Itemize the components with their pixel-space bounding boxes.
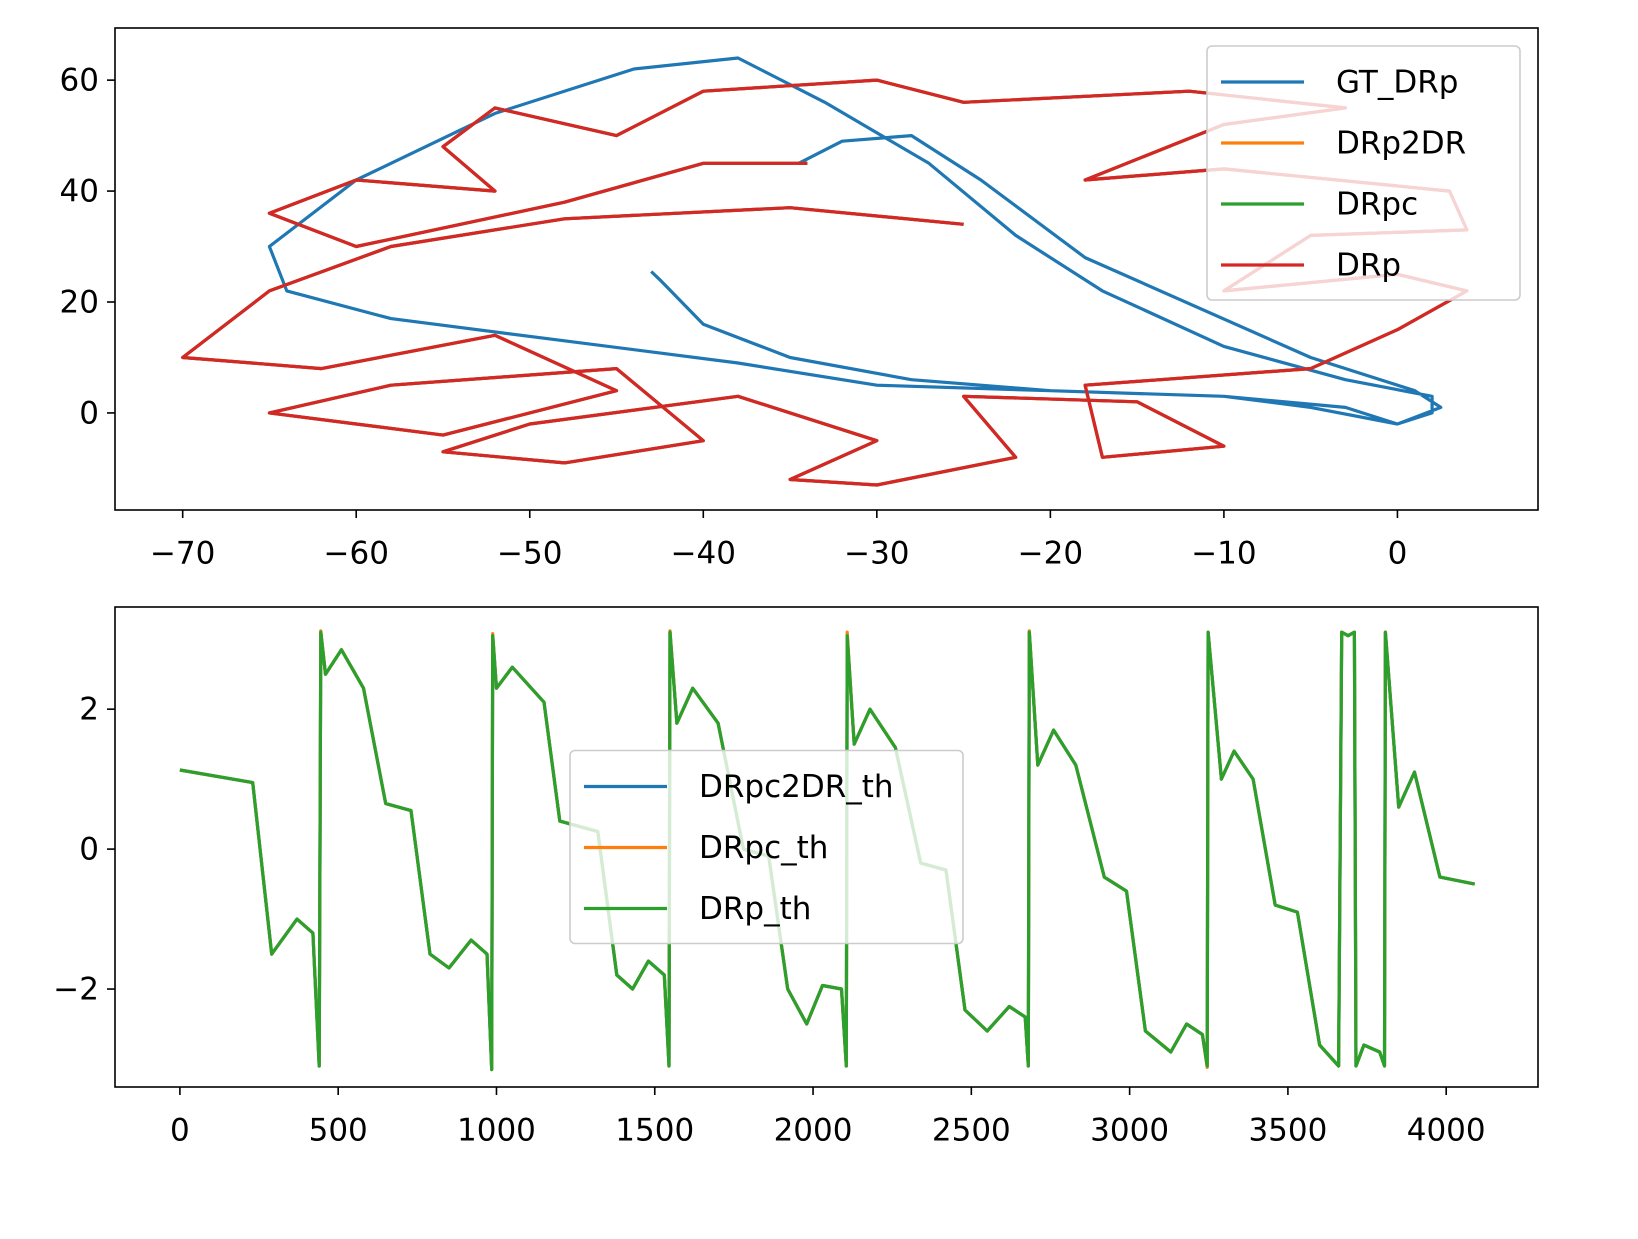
legend-label: DRpc (1336, 187, 1418, 223)
subplot: 0 500 1000 1500 2000 2500 3000 3500 4000 −2 0 2 DRpc… (53, 606, 1539, 1149)
x-tick-label: −20 (1018, 536, 1083, 572)
x-tick-label: −40 (671, 536, 736, 572)
subplot: −70 −60 −50 −40 −30 −20 −10 0 0 20 40 60 GT_DRp DRp2D… (60, 27, 1539, 572)
x-tick-label: 2000 (774, 1113, 853, 1149)
y-tick-label: 20 (60, 285, 99, 321)
x-tick-label: 0 (170, 1113, 190, 1149)
legend: GT_DRp DRp2DR DRpc DRp (1206, 45, 1521, 301)
x-tick-label: 3000 (1090, 1113, 1169, 1149)
x-tick-label: 500 (309, 1113, 368, 1149)
y-tick-label: 40 (60, 174, 99, 210)
legend-label: DRp_th (699, 891, 811, 927)
series-line (181, 78, 1469, 487)
y-tick-label: 60 (60, 63, 99, 99)
x-tick-label: 1000 (457, 1113, 536, 1149)
y-tick-label: −2 (53, 972, 99, 1008)
legend-box (1206, 45, 1521, 301)
x-tick-label: −70 (150, 536, 215, 572)
x-tick-label: 4000 (1407, 1113, 1486, 1149)
legend-label: DRp (1336, 248, 1401, 284)
x-tick-label: −10 (1191, 536, 1256, 572)
x-tick-label: 0 (1388, 536, 1408, 572)
legend-label: DRpc_th (699, 830, 828, 866)
legend-label: DRp2DR (1336, 126, 1466, 162)
x-tick-label: 3500 (1248, 1113, 1327, 1149)
x-tick-label: 1500 (615, 1113, 694, 1149)
plot-lines (179, 629, 1476, 1072)
legend-label: GT_DRp (1336, 65, 1458, 101)
legend-label: DRpc2DR_th (699, 769, 894, 805)
x-tick-label: −60 (324, 536, 389, 572)
legend-box (569, 749, 964, 945)
axes-frame (114, 606, 1539, 1088)
y-tick-label: 2 (79, 692, 99, 728)
x-tick-label: −30 (844, 536, 909, 572)
legend: DRpc2DR_th DRpc_th DRp_th (569, 749, 964, 945)
y-tick-label: 0 (79, 832, 99, 868)
series-line (179, 630, 1476, 1072)
y-tick-label: 0 (79, 395, 99, 431)
x-tick-label: −50 (497, 536, 562, 572)
axes-frame (114, 27, 1539, 511)
series-line (267, 56, 1443, 426)
x-tick-label: 2500 (932, 1113, 1011, 1149)
plot-lines (181, 56, 1469, 487)
